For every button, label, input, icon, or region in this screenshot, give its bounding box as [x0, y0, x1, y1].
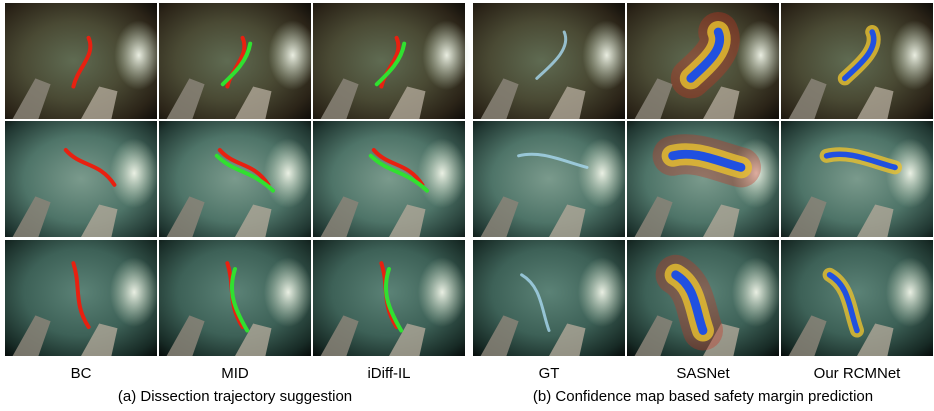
- light-glare: [582, 20, 631, 90]
- image-cell: [5, 3, 163, 119]
- image-cell: [627, 3, 785, 119]
- light-glare: [110, 257, 159, 327]
- light-glare: [268, 20, 317, 90]
- column-label: iDiff-IL: [367, 365, 410, 382]
- image-cell: [159, 3, 317, 119]
- light-glare: [114, 20, 163, 90]
- image-cell: [781, 240, 934, 356]
- light-glare: [578, 257, 627, 327]
- image-cell: [313, 121, 467, 237]
- light-glare: [422, 20, 471, 90]
- image-grid: [5, 3, 934, 356]
- column-label: GT: [539, 365, 560, 382]
- image-cell: [627, 121, 781, 237]
- image-cell: [781, 3, 934, 119]
- image-cell: [159, 240, 313, 356]
- image-cell: [313, 3, 471, 119]
- image-cell: [159, 121, 313, 237]
- light-glare: [264, 138, 313, 208]
- light-glare: [886, 257, 934, 327]
- light-glare: [736, 20, 785, 90]
- panel-caption: (a) Dissection trajectory suggestion: [118, 388, 352, 405]
- panel-caption: (b) Confidence map based safety margin p…: [533, 388, 873, 405]
- image-cell: [5, 121, 159, 237]
- column-label: MID: [221, 365, 249, 382]
- light-glare: [578, 138, 627, 208]
- light-glare: [732, 257, 781, 327]
- figure: BC MID iDiff-IL (a) Dissection trajectory s…: [0, 0, 934, 411]
- light-glare: [264, 257, 313, 327]
- image-cell: [473, 3, 631, 119]
- labels: BC MID iDiff-IL (a) Dissection trajectory s…: [71, 365, 902, 405]
- image-cell: [473, 240, 627, 356]
- column-label: Our RCMNet: [814, 365, 902, 382]
- column-label: BC: [71, 365, 92, 382]
- light-glare: [418, 138, 467, 208]
- column-label: SASNet: [676, 365, 730, 382]
- image-cell: [627, 240, 781, 356]
- light-glare: [418, 257, 467, 327]
- image-cell: [313, 240, 467, 356]
- light-glare: [110, 138, 159, 208]
- image-cell: [473, 121, 627, 237]
- image-cell: [781, 121, 934, 237]
- image-cell: [5, 240, 159, 356]
